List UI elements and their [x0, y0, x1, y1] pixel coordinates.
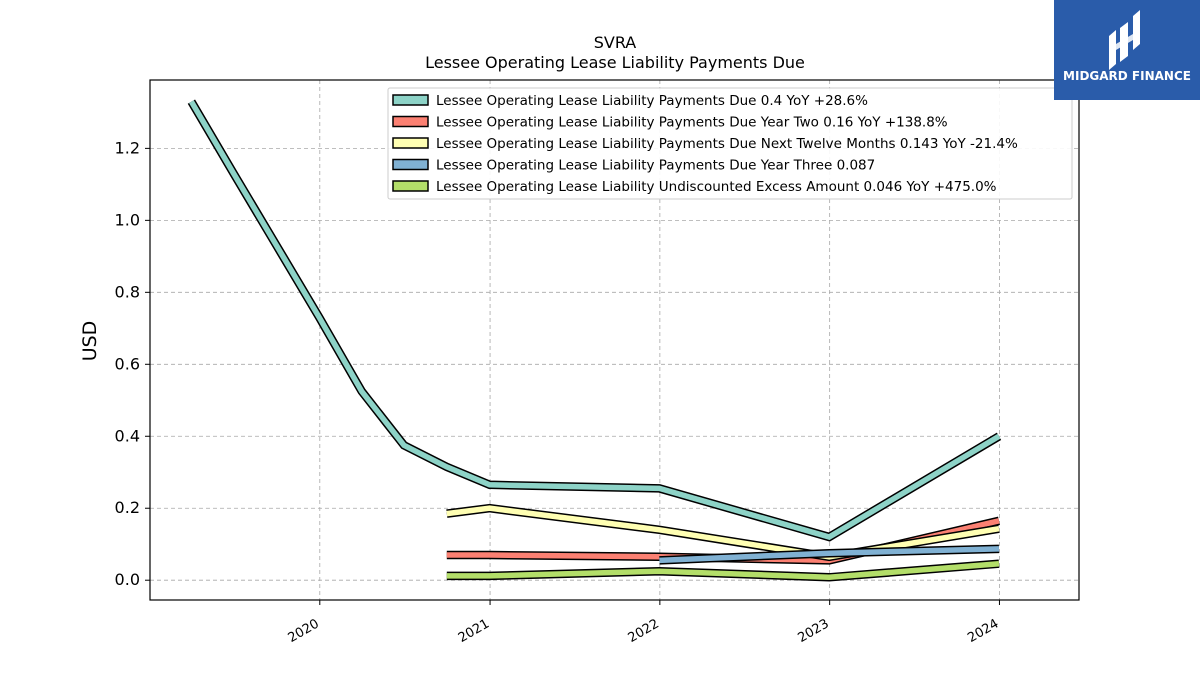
legend-swatch — [392, 158, 429, 171]
series-line-1 — [189, 100, 1001, 540]
chart-title: SVRA — [594, 33, 637, 52]
brand-logo: MIDGARD FINANCE — [1054, 0, 1200, 100]
y-tick-label: 0.2 — [115, 498, 140, 517]
series-line-5 — [446, 560, 1000, 581]
legend-label: Lessee Operating Lease Liability Payment… — [436, 115, 948, 131]
midgard-logo-icon — [1109, 10, 1140, 70]
y-tick-label: 0.8 — [115, 282, 140, 301]
legend: Lessee Operating Lease Liability Payment… — [387, 87, 1073, 200]
y-axis-ticks: 0.0 0.2 0.4 0.6 0.8 1.0 1.2 — [115, 138, 150, 589]
y-tick-label: 1.2 — [115, 138, 140, 157]
legend-swatch — [392, 115, 429, 128]
series-line-4 — [659, 546, 1000, 564]
legend-swatch — [392, 137, 429, 149]
x-tick-label: 2023 — [795, 616, 831, 646]
legend-label: Lessee Operating Lease Liability Payment… — [436, 93, 868, 109]
legend-swatch — [392, 94, 429, 106]
y-axis-label: USD — [79, 321, 101, 362]
legend-label: Lessee Operating Lease Liability Undisco… — [436, 179, 997, 195]
y-tick-label: 1.0 — [115, 210, 140, 229]
series-lines — [187, 99, 1002, 582]
plot-frame — [149, 79, 1080, 601]
legend-box — [387, 87, 1073, 200]
series-line-3 — [446, 505, 1000, 560]
logo-text: MIDGARD FINANCE — [1063, 69, 1191, 83]
y-tick-label: 0.6 — [115, 354, 140, 373]
x-tick-label: 2024 — [965, 616, 1001, 646]
x-tick-label: 2021 — [456, 616, 492, 646]
x-tick-label: 2022 — [626, 616, 662, 646]
x-axis-ticks: 2020 2021 2022 2023 2024 — [286, 600, 1001, 646]
legend-label: Lessee Operating Lease Liability Payment… — [436, 136, 1018, 152]
y-tick-label: 0.0 — [115, 570, 140, 589]
y-tick-label: 0.4 — [115, 426, 140, 445]
legend-label: Lessee Operating Lease Liability Payment… — [436, 158, 875, 174]
legend-swatch — [392, 180, 429, 192]
chart-subtitle: Lessee Operating Lease Liability Payment… — [425, 53, 805, 72]
x-tick-label: 2020 — [286, 616, 322, 646]
